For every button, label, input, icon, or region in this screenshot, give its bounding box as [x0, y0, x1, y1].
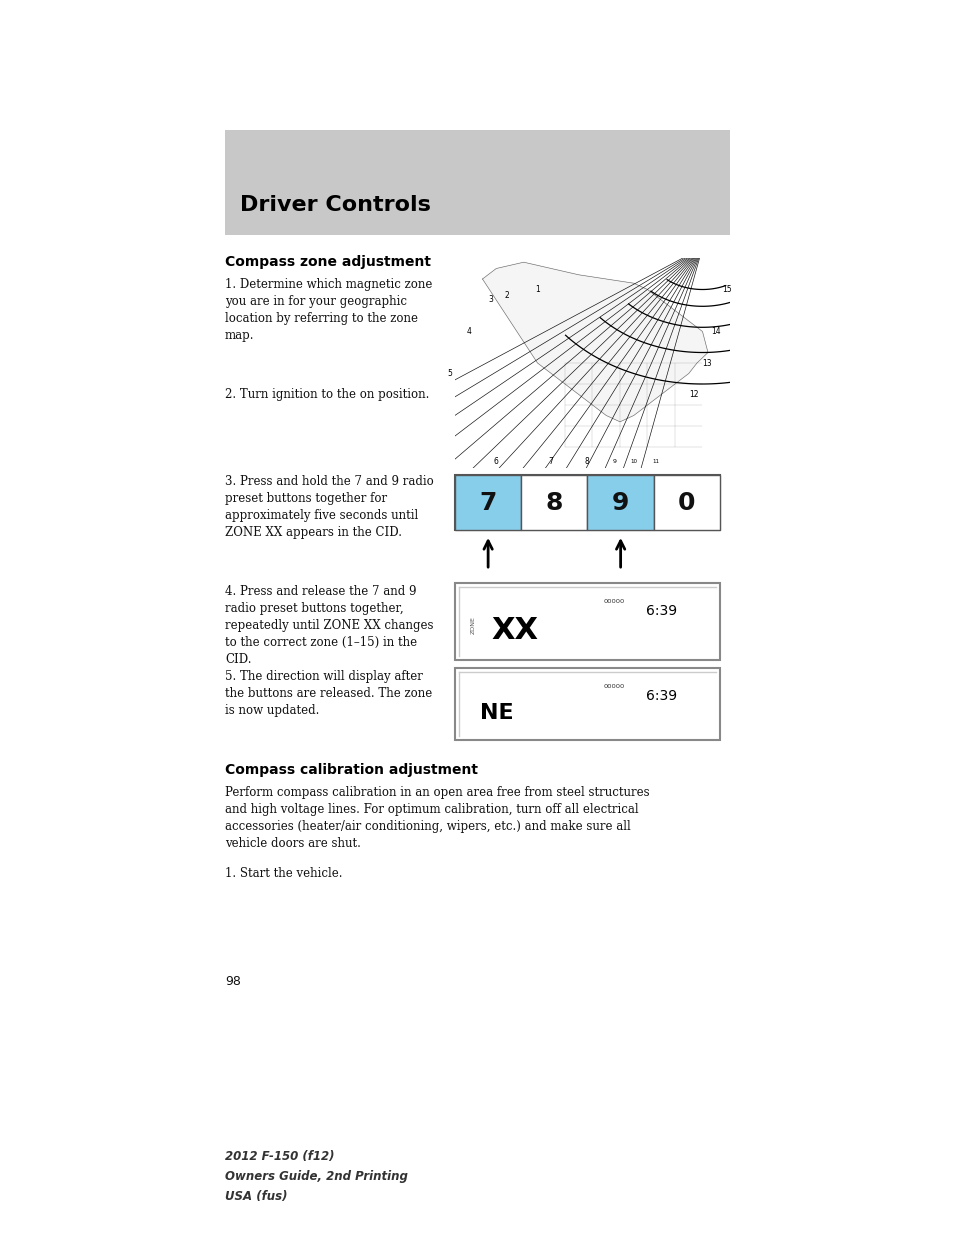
Text: 12: 12: [688, 390, 698, 399]
Text: 6:39: 6:39: [645, 689, 677, 703]
Bar: [455, 475, 720, 530]
Text: Compass calibration adjustment: Compass calibration adjustment: [225, 763, 477, 777]
Text: 98: 98: [225, 974, 240, 988]
Text: 6:39: 6:39: [645, 604, 677, 618]
Text: 1. Start the vehicle.: 1. Start the vehicle.: [225, 867, 342, 881]
Text: 9: 9: [611, 490, 629, 515]
Text: 1. Determine which magnetic zone
you are in for your geographic
location by refe: 1. Determine which magnetic zone you are…: [225, 278, 432, 342]
Bar: [455, 475, 520, 530]
Text: 4. Press and release the 7 and 9
radio preset buttons together,
repeatedly until: 4. Press and release the 7 and 9 radio p…: [225, 585, 433, 666]
Text: 3. Press and hold the 7 and 9 radio
preset buttons together for
approximately fi: 3. Press and hold the 7 and 9 radio pres…: [225, 475, 434, 538]
Bar: [520, 475, 587, 530]
Text: ZONE: ZONE: [470, 616, 475, 635]
Text: 15: 15: [721, 285, 731, 294]
Text: 7: 7: [479, 490, 497, 515]
Text: 7: 7: [548, 457, 553, 466]
Text: Driver Controls: Driver Controls: [240, 195, 431, 215]
Text: USA (fus): USA (fus): [225, 1191, 287, 1203]
Text: XX: XX: [491, 616, 537, 645]
Text: 11: 11: [652, 459, 659, 464]
Text: 14: 14: [710, 327, 720, 336]
Text: 1: 1: [535, 285, 539, 294]
Text: 3: 3: [488, 295, 493, 305]
Polygon shape: [482, 262, 707, 422]
Text: 4: 4: [466, 327, 471, 336]
Text: NE: NE: [479, 703, 514, 722]
Text: 2012 F-150 (f12): 2012 F-150 (f12): [225, 1150, 335, 1163]
Text: Perform compass calibration in an open area free from steel structures
and high : Perform compass calibration in an open a…: [225, 785, 649, 850]
Text: Owners Guide, 2nd Printing: Owners Guide, 2nd Printing: [225, 1170, 408, 1183]
Text: 5: 5: [447, 369, 452, 378]
Text: 8: 8: [584, 457, 589, 466]
Bar: [455, 668, 720, 740]
Text: 2: 2: [504, 291, 509, 300]
Text: 6: 6: [494, 457, 498, 466]
Text: 8: 8: [545, 490, 562, 515]
Bar: [225, 130, 729, 235]
Text: ooooo: ooooo: [602, 598, 624, 604]
Text: ooooo: ooooo: [602, 683, 624, 689]
Text: 2. Turn ignition to the on position.: 2. Turn ignition to the on position.: [225, 388, 429, 401]
Text: 10: 10: [630, 459, 637, 464]
Bar: [587, 475, 653, 530]
Text: 0: 0: [678, 490, 695, 515]
Text: 13: 13: [701, 358, 711, 368]
Bar: [455, 583, 720, 659]
Bar: [653, 475, 720, 530]
Text: Compass zone adjustment: Compass zone adjustment: [225, 254, 431, 269]
Text: 9: 9: [612, 459, 616, 464]
Text: 5. The direction will display after
the buttons are released. The zone
is now up: 5. The direction will display after the …: [225, 671, 432, 718]
